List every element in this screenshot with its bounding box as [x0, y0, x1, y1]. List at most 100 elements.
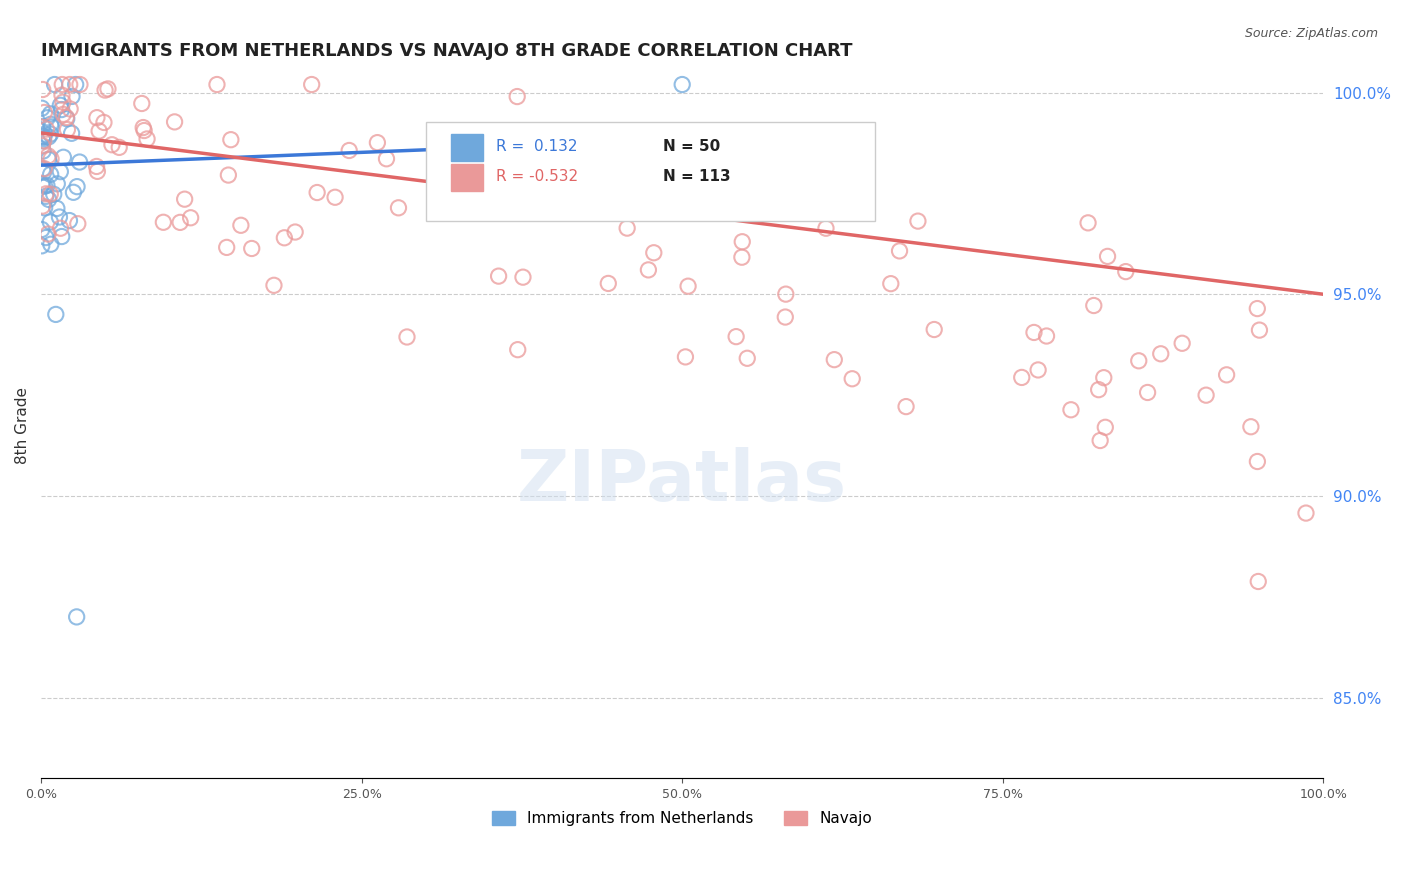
- Point: [894, 400, 917, 414]
- Point: [31, 138, 53, 153]
- Point: [31, 199, 53, 213]
- Point: [31, 222, 53, 236]
- Point: [97, 82, 120, 96]
- Point: [60, 126, 83, 140]
- FancyBboxPatch shape: [451, 134, 484, 161]
- Point: [31, 129, 53, 144]
- Text: N = 113: N = 113: [664, 169, 731, 185]
- Point: [163, 115, 186, 129]
- Text: ZIPatlas: ZIPatlas: [517, 447, 848, 516]
- Point: [59, 78, 82, 92]
- Point: [48, 210, 70, 224]
- Point: [219, 133, 242, 147]
- Point: [101, 137, 124, 152]
- Point: [136, 132, 159, 146]
- Point: [1035, 329, 1057, 343]
- Point: [1077, 216, 1099, 230]
- Point: [32, 134, 55, 148]
- Point: [44, 78, 66, 92]
- Point: [217, 168, 239, 182]
- Point: [173, 192, 195, 206]
- Point: [823, 352, 845, 367]
- Point: [1195, 388, 1218, 402]
- Point: [841, 372, 863, 386]
- Point: [598, 277, 620, 291]
- Text: N = 50: N = 50: [664, 139, 720, 154]
- Point: [31, 161, 53, 176]
- Point: [39, 215, 62, 229]
- Point: [134, 123, 156, 137]
- Point: [34, 201, 56, 215]
- Y-axis label: 8th Grade: 8th Grade: [15, 387, 30, 464]
- Point: [229, 219, 252, 233]
- Point: [39, 167, 62, 181]
- Point: [35, 122, 58, 136]
- Point: [506, 89, 529, 103]
- Point: [731, 235, 754, 249]
- Point: [31, 120, 53, 134]
- Point: [31, 239, 53, 253]
- Point: [32, 131, 55, 145]
- Point: [56, 122, 79, 136]
- Point: [39, 127, 62, 141]
- Point: [1026, 363, 1049, 377]
- FancyBboxPatch shape: [426, 122, 875, 220]
- Point: [46, 177, 69, 191]
- Point: [775, 287, 797, 301]
- Point: [49, 164, 72, 178]
- Point: [42, 187, 65, 202]
- Point: [814, 221, 837, 235]
- Point: [1247, 574, 1270, 589]
- Point: [39, 237, 62, 252]
- Point: [34, 179, 56, 194]
- Point: [1150, 347, 1173, 361]
- Point: [39, 152, 62, 166]
- Point: [671, 78, 693, 92]
- Point: [32, 134, 55, 148]
- Point: [37, 149, 59, 163]
- Point: [41, 120, 63, 134]
- Point: [506, 343, 529, 357]
- Point: [1060, 402, 1083, 417]
- Point: [616, 221, 638, 235]
- Point: [215, 240, 238, 254]
- Point: [86, 164, 108, 178]
- Text: Source: ZipAtlas.com: Source: ZipAtlas.com: [1244, 27, 1378, 40]
- Point: [366, 136, 388, 150]
- Point: [152, 215, 174, 229]
- Point: [1094, 420, 1116, 434]
- Point: [86, 160, 108, 174]
- Point: [132, 120, 155, 135]
- Point: [32, 129, 55, 144]
- Point: [38, 129, 60, 144]
- Point: [337, 144, 360, 158]
- Point: [51, 103, 73, 117]
- Point: [39, 117, 62, 131]
- Point: [31, 101, 53, 115]
- Point: [51, 229, 73, 244]
- Point: [889, 244, 911, 258]
- Point: [323, 190, 346, 204]
- Point: [387, 201, 409, 215]
- Point: [375, 152, 398, 166]
- Point: [86, 111, 108, 125]
- Point: [34, 127, 56, 141]
- Point: [37, 111, 59, 125]
- Point: [643, 245, 665, 260]
- Point: [1097, 249, 1119, 263]
- Point: [35, 230, 58, 244]
- Point: [35, 186, 58, 201]
- Point: [263, 278, 285, 293]
- Point: [37, 227, 59, 241]
- Point: [1171, 336, 1194, 351]
- Point: [273, 231, 295, 245]
- Point: [1092, 370, 1115, 384]
- Point: [59, 102, 82, 116]
- Point: [463, 179, 485, 194]
- Point: [49, 221, 72, 235]
- Point: [66, 610, 89, 624]
- Point: [69, 155, 91, 169]
- Point: [39, 187, 62, 202]
- Point: [1246, 301, 1268, 316]
- Point: [1115, 264, 1137, 278]
